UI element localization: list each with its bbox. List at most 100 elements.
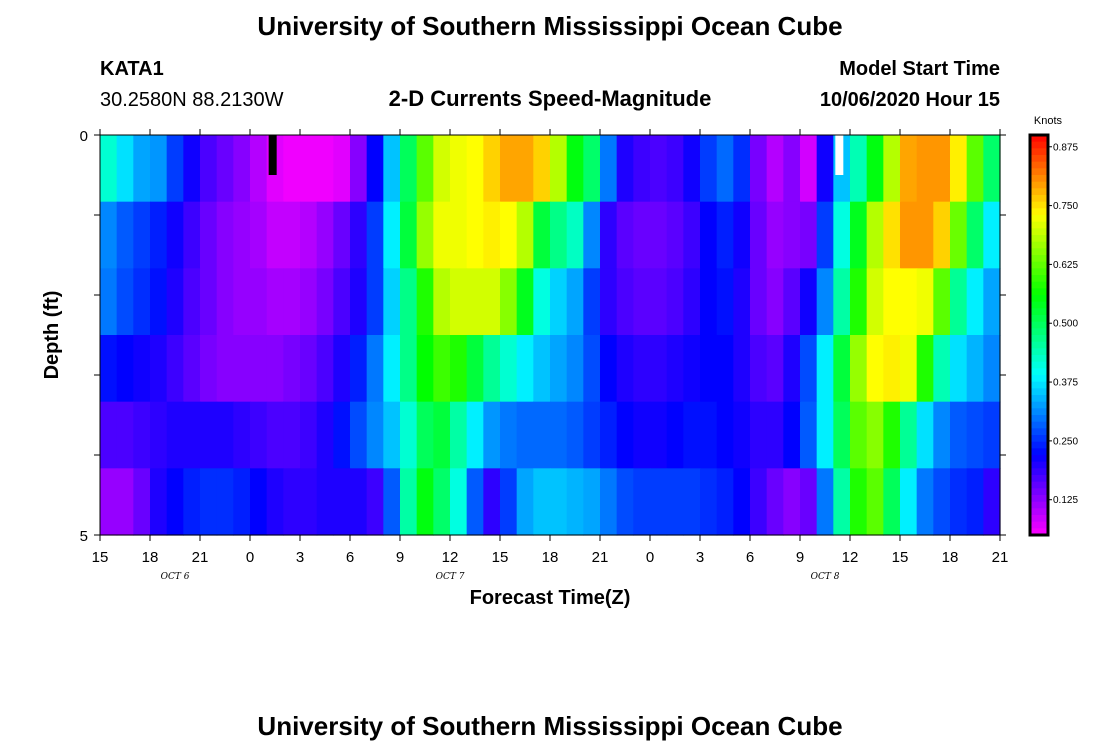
- heatmap-cell: [400, 135, 418, 203]
- heatmap-cell: [383, 135, 401, 203]
- heatmap-cell: [600, 468, 618, 536]
- heatmap-cell: [550, 268, 568, 336]
- heatmap-cell: [250, 268, 268, 336]
- heatmap-cell: [283, 335, 301, 403]
- heatmap-cell: [550, 335, 568, 403]
- heatmap-cell: [783, 201, 801, 269]
- heatmap-cell: [600, 135, 618, 203]
- heatmap-cell: [900, 268, 918, 336]
- heatmap-cell: [500, 401, 518, 469]
- heatmap-cell: [316, 201, 334, 269]
- heatmap-cell: [133, 135, 151, 203]
- heatmap-cell: [150, 268, 168, 336]
- heatmap-cell: [350, 201, 368, 269]
- heatmap-cell: [350, 468, 368, 536]
- colorbar-swatch: [1030, 481, 1048, 489]
- colorbar-swatch: [1030, 381, 1048, 389]
- heatmap-cell: [183, 468, 201, 536]
- colorbar-swatch: [1030, 388, 1048, 396]
- heatmap-cell: [816, 135, 834, 203]
- colorbar-swatch: [1030, 475, 1048, 483]
- heatmap-cell: [516, 268, 534, 336]
- heatmap-cell: [783, 401, 801, 469]
- colorbar-swatch: [1030, 461, 1048, 469]
- heatmap-cell: [116, 401, 134, 469]
- colorbar-tick-label: 0.250: [1053, 436, 1078, 447]
- colorbar-swatch: [1030, 148, 1048, 156]
- heatmap-cell: [183, 268, 201, 336]
- heatmap-cell: [950, 268, 968, 336]
- heatmap-cell: [766, 201, 784, 269]
- heatmap-cell: [750, 135, 768, 203]
- heatmap-cell: [800, 401, 818, 469]
- heatmap-cell: [433, 268, 451, 336]
- heatmap-cell: [883, 468, 901, 536]
- heatmap-cell: [983, 201, 1001, 269]
- heatmap-cell: [650, 201, 668, 269]
- heatmap-cell: [733, 135, 751, 203]
- heatmap-cell: [350, 335, 368, 403]
- heatmap-cell: [850, 335, 868, 403]
- x-tick-label: 21: [192, 549, 209, 566]
- heatmap-cell: [150, 201, 168, 269]
- heatmap-cell: [200, 135, 218, 203]
- heatmap-cell: [883, 335, 901, 403]
- heatmap-cell: [683, 268, 701, 336]
- heatmap-cell: [416, 268, 434, 336]
- heatmap-cell: [233, 201, 251, 269]
- heatmap-cell: [883, 268, 901, 336]
- heatmap-cell: [783, 335, 801, 403]
- heatmap-cell: [600, 335, 618, 403]
- heatmap-cell: [500, 335, 518, 403]
- heatmap-cell: [716, 201, 734, 269]
- heatmap-cell: [500, 268, 518, 336]
- heatmap-cell: [650, 468, 668, 536]
- heatmap-cell: [466, 335, 484, 403]
- heatmap-cell: [933, 268, 951, 336]
- heatmap-cell: [883, 135, 901, 203]
- heatmap-cell: [983, 268, 1001, 336]
- station-id: KATA1: [100, 58, 164, 80]
- heatmap-cell: [816, 268, 834, 336]
- colorbar-swatch: [1030, 448, 1048, 456]
- heatmap-cell: [250, 401, 268, 469]
- colorbar-swatch: [1030, 308, 1048, 316]
- heatmap-cell: [650, 268, 668, 336]
- heatmap-cell: [766, 335, 784, 403]
- heatmap-cell: [733, 468, 751, 536]
- heatmap-cell: [433, 468, 451, 536]
- heatmap-cell: [450, 268, 468, 336]
- heatmap-cell: [483, 135, 501, 203]
- colorbar-swatch: [1030, 315, 1048, 323]
- colorbar-tick-label: 0.125: [1053, 495, 1078, 506]
- x-tick-label: 15: [92, 549, 109, 566]
- heatmap-cell: [966, 268, 984, 336]
- colorbar-swatch: [1030, 355, 1048, 363]
- colorbar-swatch: [1030, 408, 1048, 416]
- heatmap-cell: [550, 401, 568, 469]
- heatmap-cell: [833, 468, 851, 536]
- heatmap-cell: [616, 135, 634, 203]
- y-tick-label: 5: [80, 528, 88, 545]
- heatmap-cell: [533, 135, 551, 203]
- heatmap-cell: [700, 335, 718, 403]
- heatmap-cell: [166, 268, 184, 336]
- heatmap-cell: [400, 268, 418, 336]
- heatmap-cell: [150, 335, 168, 403]
- heatmap-cell: [233, 135, 251, 203]
- colorbar-swatch: [1030, 468, 1048, 476]
- heatmap-cell: [316, 335, 334, 403]
- colorbar-swatch: [1030, 521, 1048, 529]
- colorbar-swatch: [1030, 281, 1048, 289]
- heatmap-cell: [233, 468, 251, 536]
- x-tick-label: 18: [142, 549, 159, 566]
- heatmap-cell: [233, 268, 251, 336]
- heatmap-cell: [966, 201, 984, 269]
- heatmap-cell: [783, 468, 801, 536]
- heatmap-cell: [100, 401, 118, 469]
- heatmap-cell: [650, 135, 668, 203]
- x-tick-label: 6: [346, 549, 354, 566]
- colorbar-frame: [1028, 133, 1050, 537]
- heatmap-cell: [866, 135, 884, 203]
- x-tick-label: 21: [992, 549, 1009, 566]
